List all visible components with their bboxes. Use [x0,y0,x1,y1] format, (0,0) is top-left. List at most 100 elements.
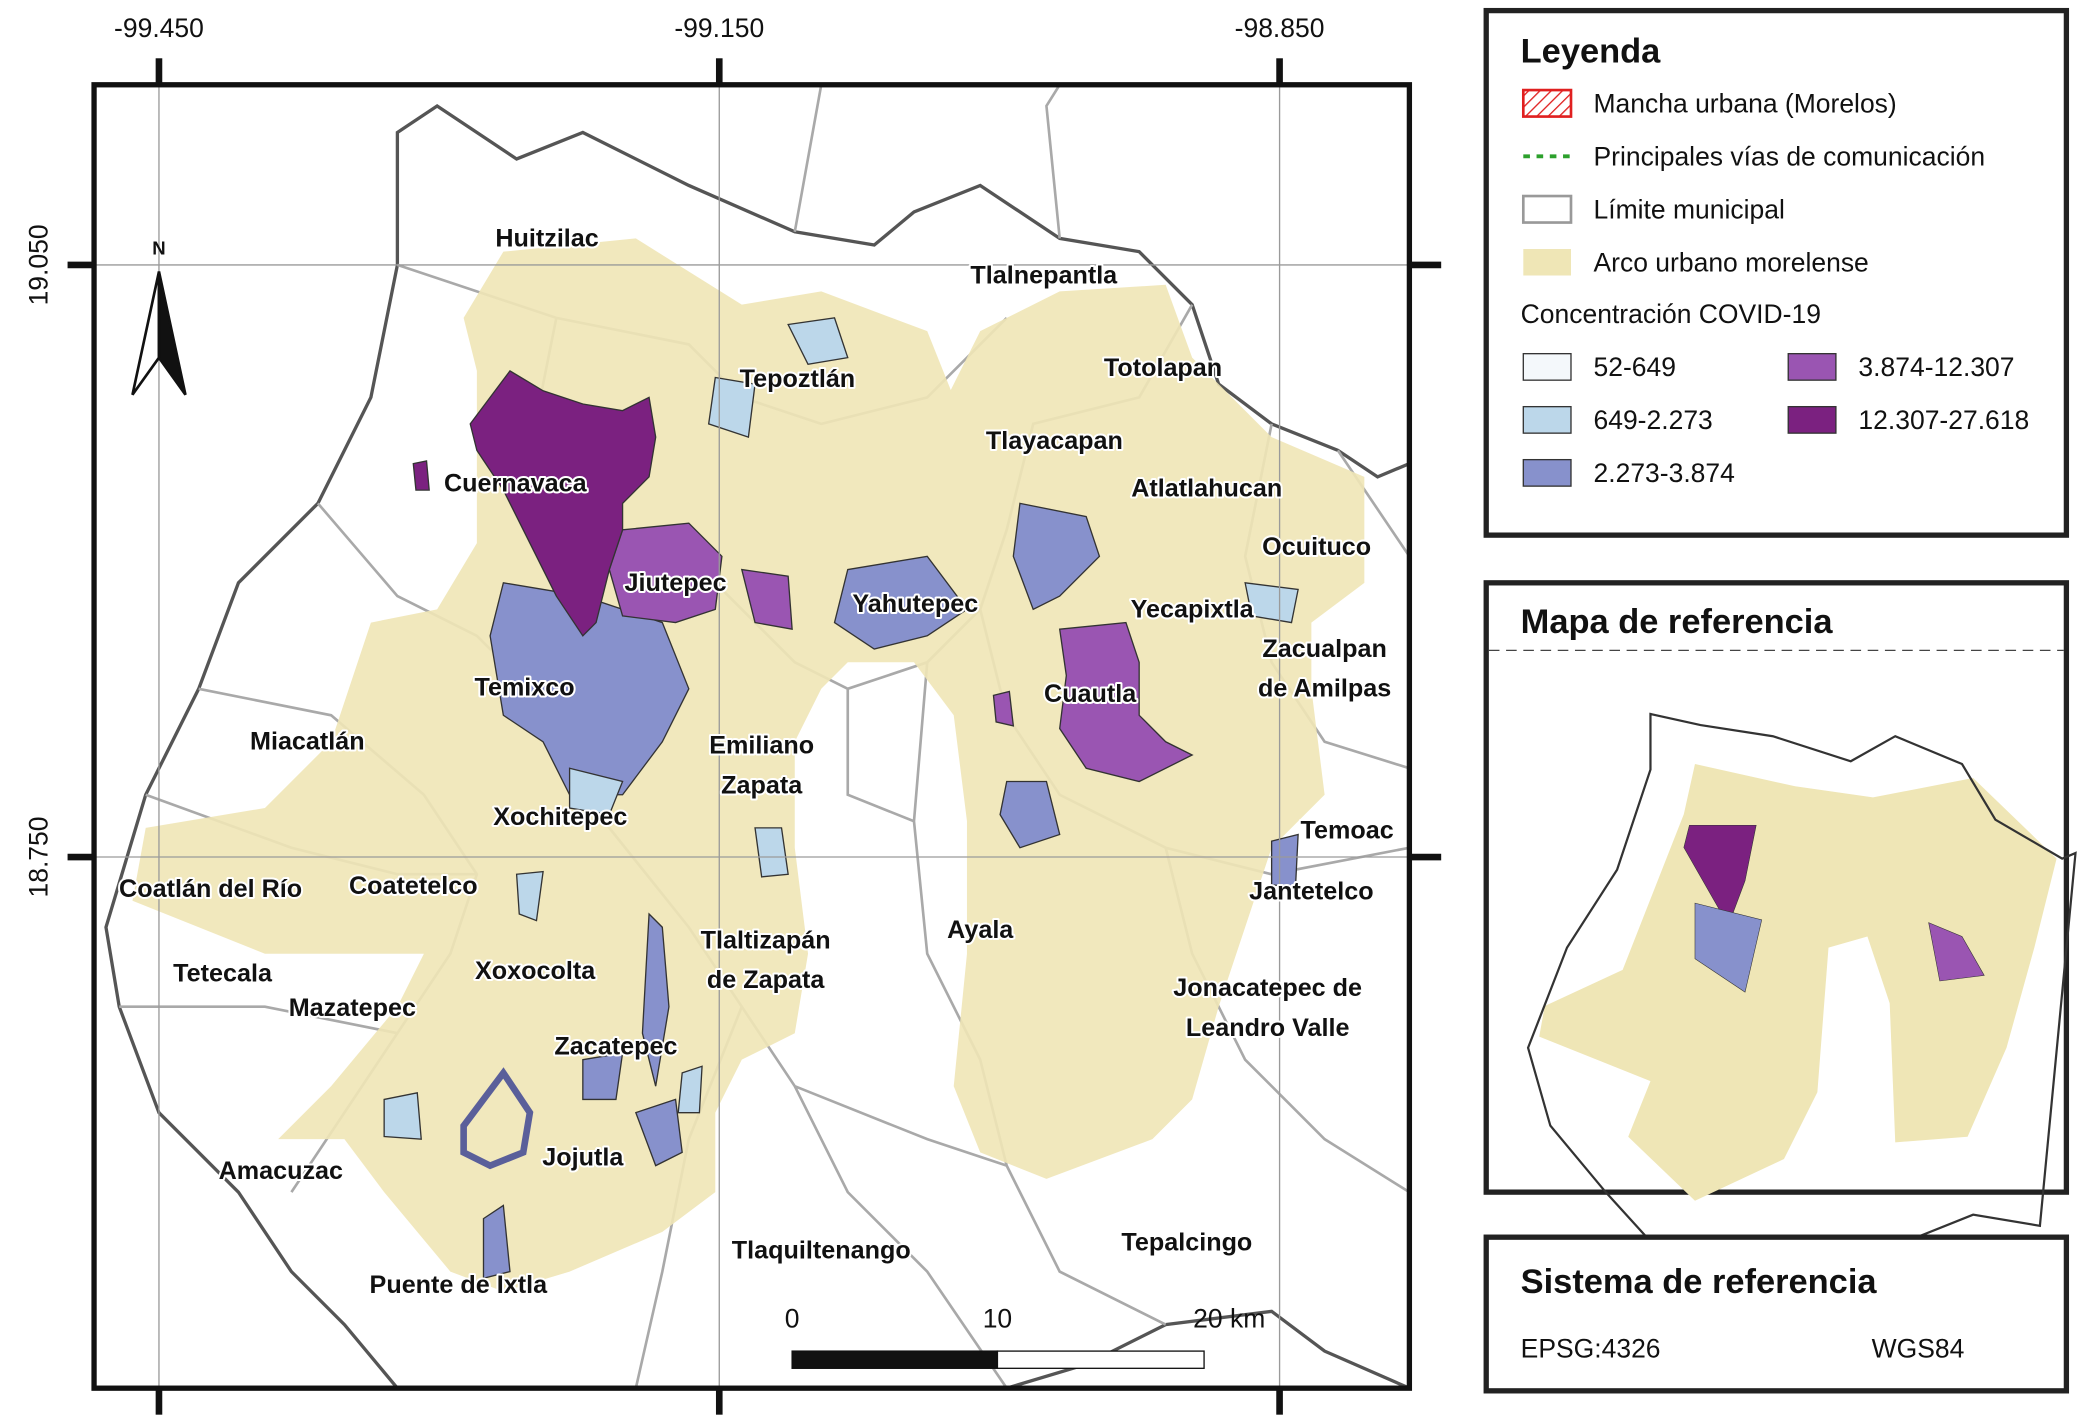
municipality-label: Tepalcingo [1121,1228,1252,1256]
covid-area [1244,582,1299,624]
municipality-label: Temixco [474,673,574,701]
municipality-label: Temoac [1301,816,1394,844]
covid-area [634,1098,683,1167]
covid-area [412,460,430,491]
frame-ticks [67,58,1442,1415]
municipality-label: Tlalnepantla [970,261,1118,289]
scale-segment [996,1350,1205,1369]
legend-swatch [1787,405,1837,434]
municipality-labels: Huitzilac Tlalnepantla Totolapan Tepoztlán T… [117,222,1396,1300]
covid-area [754,827,789,878]
legend-item: Principales vías de comunicación [1594,142,1986,172]
municipality-label: Cuautla [1044,680,1137,708]
covid-area [608,522,723,624]
municipality-label: Puente de Ixtla [370,1271,549,1299]
municipality-label: Coatetelco [349,872,478,900]
north-arrow-right [157,271,187,396]
legend-class: 3.874-12.307 [1858,352,2014,382]
legend-swatch [1522,405,1572,434]
municipality-label: Zacatepec [554,1032,677,1060]
covid-area [515,870,544,922]
legend-class: 649-2.273 [1594,405,1713,435]
municipality-label: Mazatepec [289,994,416,1022]
legend-item: Arco urbano morelense [1594,248,1869,278]
legend: Leyenda Mancha urbana (Morelos) Principa… [1483,7,2070,538]
covid-area [740,568,793,630]
covid-area [787,317,849,365]
legend-box [1483,7,2070,538]
legend-swatch [1521,88,1573,118]
municipality-label: Zapata [721,771,803,799]
legend-swatch [1521,194,1573,224]
y-coord-label: 19.050 [24,224,54,305]
covid-area [460,1067,534,1170]
y-coord-label: 18.750 [24,817,54,898]
municipality-label: Tlaquiltenango [732,1236,911,1264]
municipality-label: Ocuituco [1262,533,1371,561]
reference-area [1694,902,1763,993]
municipality-label: Cuernavaca [444,469,588,497]
municipality-label: Yahutepec [852,590,978,618]
scale-bar: 0 10 20 km [785,1303,1265,1369]
municipality-label: Leandro Valle [1186,1014,1350,1042]
reference-area [1928,922,1985,982]
covid-area [677,1065,703,1114]
north-arrow: N [131,237,187,396]
reference-arc [1539,764,2057,1201]
municipality-label: Jonacatepec de [1173,974,1362,1002]
covid-area [568,767,624,816]
municipality-label: Tlayacapan [986,427,1123,455]
reference-system-title: Sistema de referencia [1521,1263,1878,1301]
reference-outline [1526,712,2077,1243]
covid-area [992,690,1015,727]
legend-item: Límite municipal [1594,195,1785,225]
covid-area [469,370,657,637]
urban-arc [132,238,1365,1292]
legend-swatch [1522,458,1572,487]
municipality-label: Tetecala [173,960,273,988]
municipality-label: Jojutla [542,1144,624,1172]
scale-label: 10 [983,1303,1012,1333]
scale-segment [791,1350,999,1369]
x-coord-label: -99.450 [114,13,204,43]
municipality-label: Huitzilac [495,224,598,252]
reference-area [1683,824,1757,927]
covid-area [707,376,756,439]
map-frame [91,82,1413,1391]
covid-area [482,1204,511,1280]
municipality-label: Jantetelco [1249,877,1373,905]
municipality-label: Atlatlahucan [1131,475,1282,503]
legend-swatch [1787,353,1837,381]
reference-title: Mapa de referencia [1521,603,1834,641]
municipality-label: de Zapata [707,966,825,994]
municipality-label: Miacatlán [250,728,365,756]
reference-map: Mapa de referencia [1483,580,2077,1243]
scale-label: 20 km [1193,1303,1265,1333]
legend-subtitle: Concentración COVID-19 [1521,299,1821,329]
reference-thumbnail [1526,712,2077,1243]
municipality-label: Amacuzac [219,1157,343,1185]
covid-area [582,1052,624,1101]
municipality-label: Totolapan [1104,354,1222,382]
reference-datum: WGS84 [1872,1334,1965,1364]
covid-area [641,912,670,1087]
covid-area [999,780,1061,849]
covid-area [833,555,968,650]
municipality-label: Xoxocolta [475,957,596,985]
covid-area [1058,621,1194,783]
municipality-label: Tlaltizapán [701,926,831,954]
municipality-label: Tepoztlán [740,365,856,393]
legend-class: 2.273-3.874 [1594,458,1735,488]
legend-item: Mancha urbana (Morelos) [1594,89,1897,119]
map-body [94,84,1410,1389]
legend-class: 52-649 [1594,352,1676,382]
legend-class: 12.307-27.618 [1858,405,2029,435]
municipality-label: Zacualpan [1262,635,1386,663]
covid-area [1012,502,1101,611]
reference-system: Sistema de referencia EPSG:4326 WGS84 [1483,1234,2070,1394]
legend-swatch [1522,353,1572,381]
municipality-label: Xochitepec [493,803,627,831]
scale-label: 0 [785,1303,800,1333]
